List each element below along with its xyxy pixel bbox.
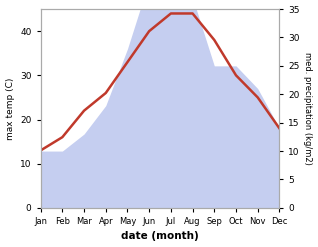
Y-axis label: med. precipitation (kg/m2): med. precipitation (kg/m2) xyxy=(303,52,313,165)
Y-axis label: max temp (C): max temp (C) xyxy=(5,77,15,140)
X-axis label: date (month): date (month) xyxy=(121,231,199,242)
